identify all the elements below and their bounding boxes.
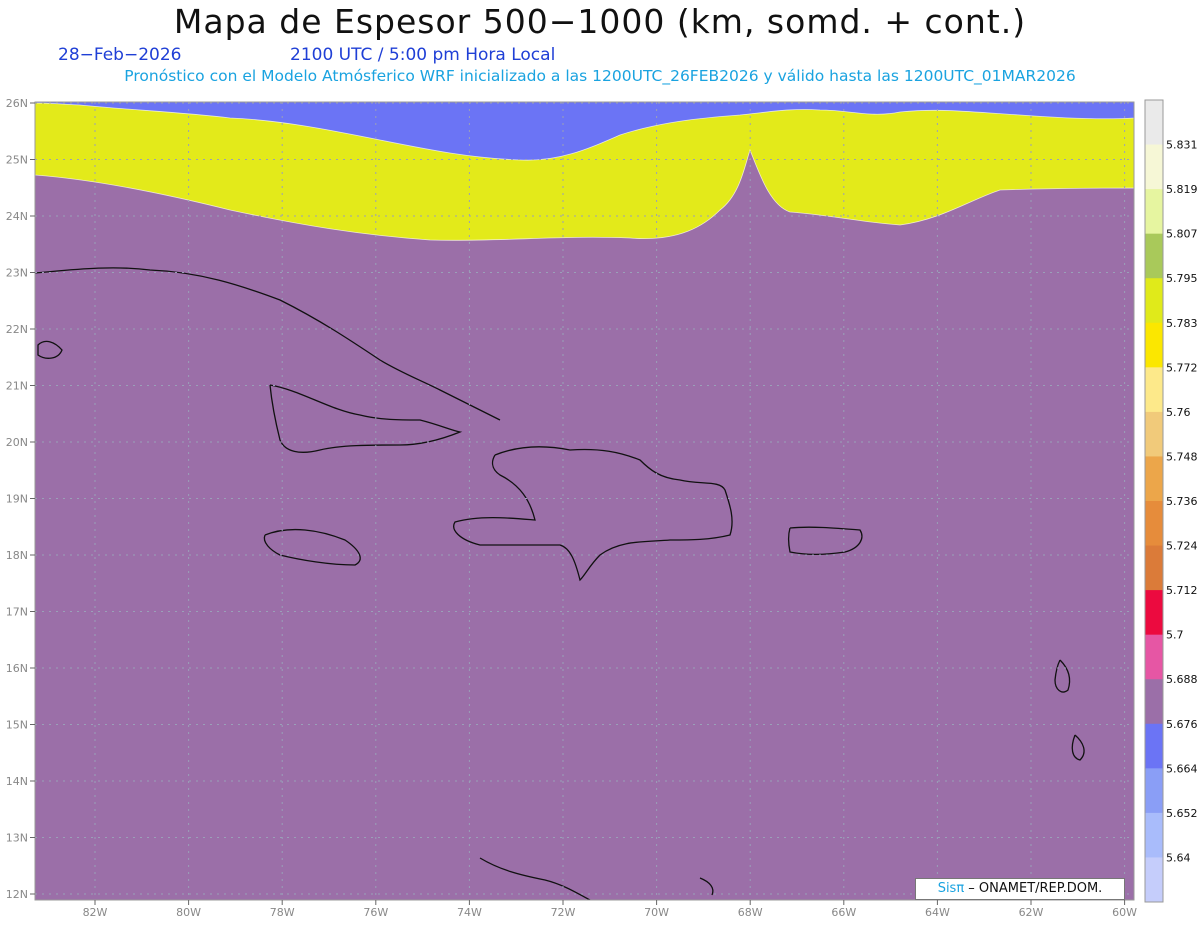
colorbar-swatch (1145, 278, 1163, 324)
forecast-time: 2100 UTC / 5:00 pm Hora Local (290, 45, 556, 65)
colorbar-label: 5.76 (1166, 406, 1191, 419)
lon-label: 66W (831, 906, 856, 919)
longitude-gridlines (94, 102, 1126, 900)
colorbar-swatch (1145, 367, 1163, 413)
colorbar-label: 5.783 (1166, 317, 1198, 330)
model-subtitle: Pronóstico con el Modelo Atmósferico WRF… (124, 67, 1076, 85)
colorbar-label: 5.772 (1166, 361, 1198, 374)
lat-label: 25N (6, 154, 28, 167)
lon-label: 60W (1112, 906, 1137, 919)
colorbar-swatch (1145, 189, 1163, 235)
colorbar-swatch (1145, 545, 1163, 591)
lon-label: 76W (363, 906, 388, 919)
lon-label: 80W (176, 906, 201, 919)
lat-label: 26N (6, 97, 28, 110)
plot-frame (34, 101, 1135, 901)
lat-label: 17N (6, 606, 28, 619)
lon-label: 62W (1019, 906, 1044, 919)
lat-label: 22N (6, 323, 28, 336)
colorbar-swatch (1145, 100, 1163, 146)
credit-text: – ONAMET/REP.DOM. (964, 881, 1103, 896)
forecast-date: 28−Feb−2026 (58, 45, 182, 65)
colorbar-swatch (1145, 233, 1163, 279)
colorbar-label: 5.652 (1166, 807, 1198, 820)
colorbar-frame (1144, 99, 1164, 903)
colorbar-label: 5.795 (1166, 272, 1198, 285)
colorbar-label: 5.676 (1166, 718, 1198, 731)
colorbar-label: 5.712 (1166, 584, 1198, 597)
colorbar-swatch (1145, 679, 1163, 725)
lon-label: 72W (551, 906, 576, 919)
colorbar-swatch (1145, 144, 1163, 190)
lon-label: 78W (270, 906, 295, 919)
lon-label: 64W (925, 906, 950, 919)
coastlines (35, 267, 1085, 900)
lon-label: 82W (83, 906, 108, 919)
colorbar-swatch (1145, 857, 1163, 903)
colorbar-swatch (1145, 768, 1163, 814)
map-title: Mapa de Espesor 500−1000 (km, somd. + co… (173, 2, 1027, 41)
lon-label: 70W (644, 906, 669, 919)
colorbar-swatch (1145, 634, 1163, 680)
colorbar-label: 5.664 (1166, 762, 1198, 775)
longitude-labels: 82W 80W 78W 76W 74W 72W 70W 68W 66W 64W 62W 60W (83, 900, 1137, 919)
colorbar-swatch (1145, 723, 1163, 769)
lat-label: 13N (6, 832, 28, 845)
credit-box: Sisπ – ONAMET/REP.DOM. (915, 878, 1125, 900)
lon-label: 68W (738, 906, 763, 919)
colorbar-label: 5.724 (1166, 540, 1198, 553)
colorbar-swatch (1145, 456, 1163, 502)
colorbar-label: 5.64 (1166, 851, 1191, 864)
lat-label: 15N (6, 719, 28, 732)
lat-label: 16N (6, 662, 28, 675)
latitude-gridlines (35, 102, 1134, 895)
band-5.676 (35, 148, 1134, 900)
colorbar-swatch (1145, 812, 1163, 858)
colorbar-label: 5.748 (1166, 450, 1198, 463)
band-5.664 (35, 102, 1134, 161)
lat-label: 12N (6, 888, 28, 901)
colorbar-label: 5.807 (1166, 228, 1198, 241)
contour-fill (35, 102, 1134, 900)
colorbar-label: 5.831 (1166, 139, 1198, 152)
colorbar: 5.831 5.819 5.807 5.795 5.783 5.772 5.76 5.748 5… (1144, 99, 1198, 903)
credit-brand: Sisπ (937, 881, 965, 896)
colorbar-swatch (1145, 411, 1163, 457)
colorbar-label: 5.736 (1166, 495, 1198, 508)
lat-label: 23N (6, 267, 28, 280)
lat-label: 18N (6, 549, 28, 562)
colorbar-swatch (1145, 501, 1163, 547)
colorbar-label: 5.7 (1166, 629, 1184, 642)
colorbar-swatch (1145, 590, 1163, 636)
lat-label: 20N (6, 436, 28, 449)
colorbar-swatch (1145, 322, 1163, 368)
lat-label: 14N (6, 775, 28, 788)
lat-label: 21N (6, 380, 28, 393)
colorbar-label: 5.688 (1166, 673, 1198, 686)
lat-label: 19N (6, 493, 28, 506)
colorbar-label: 5.819 (1166, 183, 1198, 196)
lat-label: 24N (6, 210, 28, 223)
lon-label: 74W (457, 906, 482, 919)
latitude-labels: 26N 25N 24N 23N 22N 21N 20N 19N 18N 17N 16N 15N 14N 1… (6, 97, 35, 901)
